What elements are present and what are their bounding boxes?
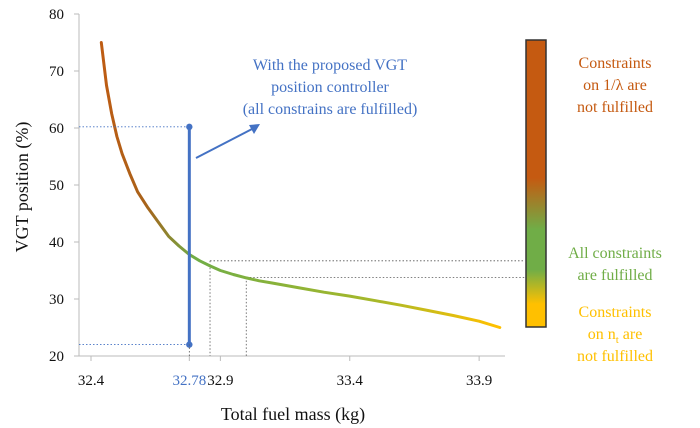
y-axis-title: VGT position (%) [12, 122, 33, 253]
colorbar-label-line: All constraints [568, 245, 662, 262]
controller-max-point [186, 123, 193, 131]
colorbar-labels: Constraints on 1/λ are not fulfilled All co… [568, 55, 662, 365]
y-tick-label: 60 [49, 121, 64, 137]
reference-lines [209, 260, 525, 356]
y-tick-label: 20 [49, 349, 64, 365]
y-tick-label: 40 [49, 235, 64, 251]
x-tick-label: 32.4 [78, 373, 105, 389]
annotation-line: position controller [271, 79, 389, 96]
controller-range-bar [79, 123, 193, 356]
x-axis-title: Total fuel mass (kg) [221, 404, 365, 425]
x-tick-label: 32.78 [172, 373, 206, 389]
colorbar-label-line: are fulfilled [577, 267, 652, 284]
colorbar-label-line: not fulfilled [577, 99, 653, 116]
colorbar-label-line: Constraints [579, 304, 652, 321]
colorbar-label-line: on nt are [588, 326, 643, 346]
colorbar [525, 39, 547, 328]
series-line-vgt [99, 41, 502, 329]
controller-annotation: With the proposed VGT position controller… [243, 57, 418, 118]
x-tick-label: 33.4 [337, 373, 364, 389]
annotation-arrow [195, 127, 255, 159]
annotation-line: With the proposed VGT [253, 57, 407, 74]
y-tick-label: 30 [49, 292, 64, 308]
y-tick-label: 80 [49, 7, 64, 23]
colorbar-label-line: on 1/λ are [583, 77, 647, 94]
x-axis-ticks: 32.4 32.78 32.9 33.4 33.9 [78, 356, 492, 389]
x-tick-label: 32.9 [207, 373, 233, 389]
colorbar-label-line: not fulfilled [577, 348, 653, 365]
y-tick-label: 70 [49, 64, 64, 80]
annotation-arrowhead [249, 124, 260, 134]
y-tick-label: 50 [49, 178, 64, 194]
x-tick-label: 33.9 [466, 373, 492, 389]
y-axis-ticks: 20 30 40 50 60 70 80 [49, 7, 79, 365]
controller-min-point [186, 341, 193, 348]
annotation-line: (all constrains are fulfilled) [243, 101, 418, 118]
colorbar-label-line: Constraints [579, 55, 652, 72]
